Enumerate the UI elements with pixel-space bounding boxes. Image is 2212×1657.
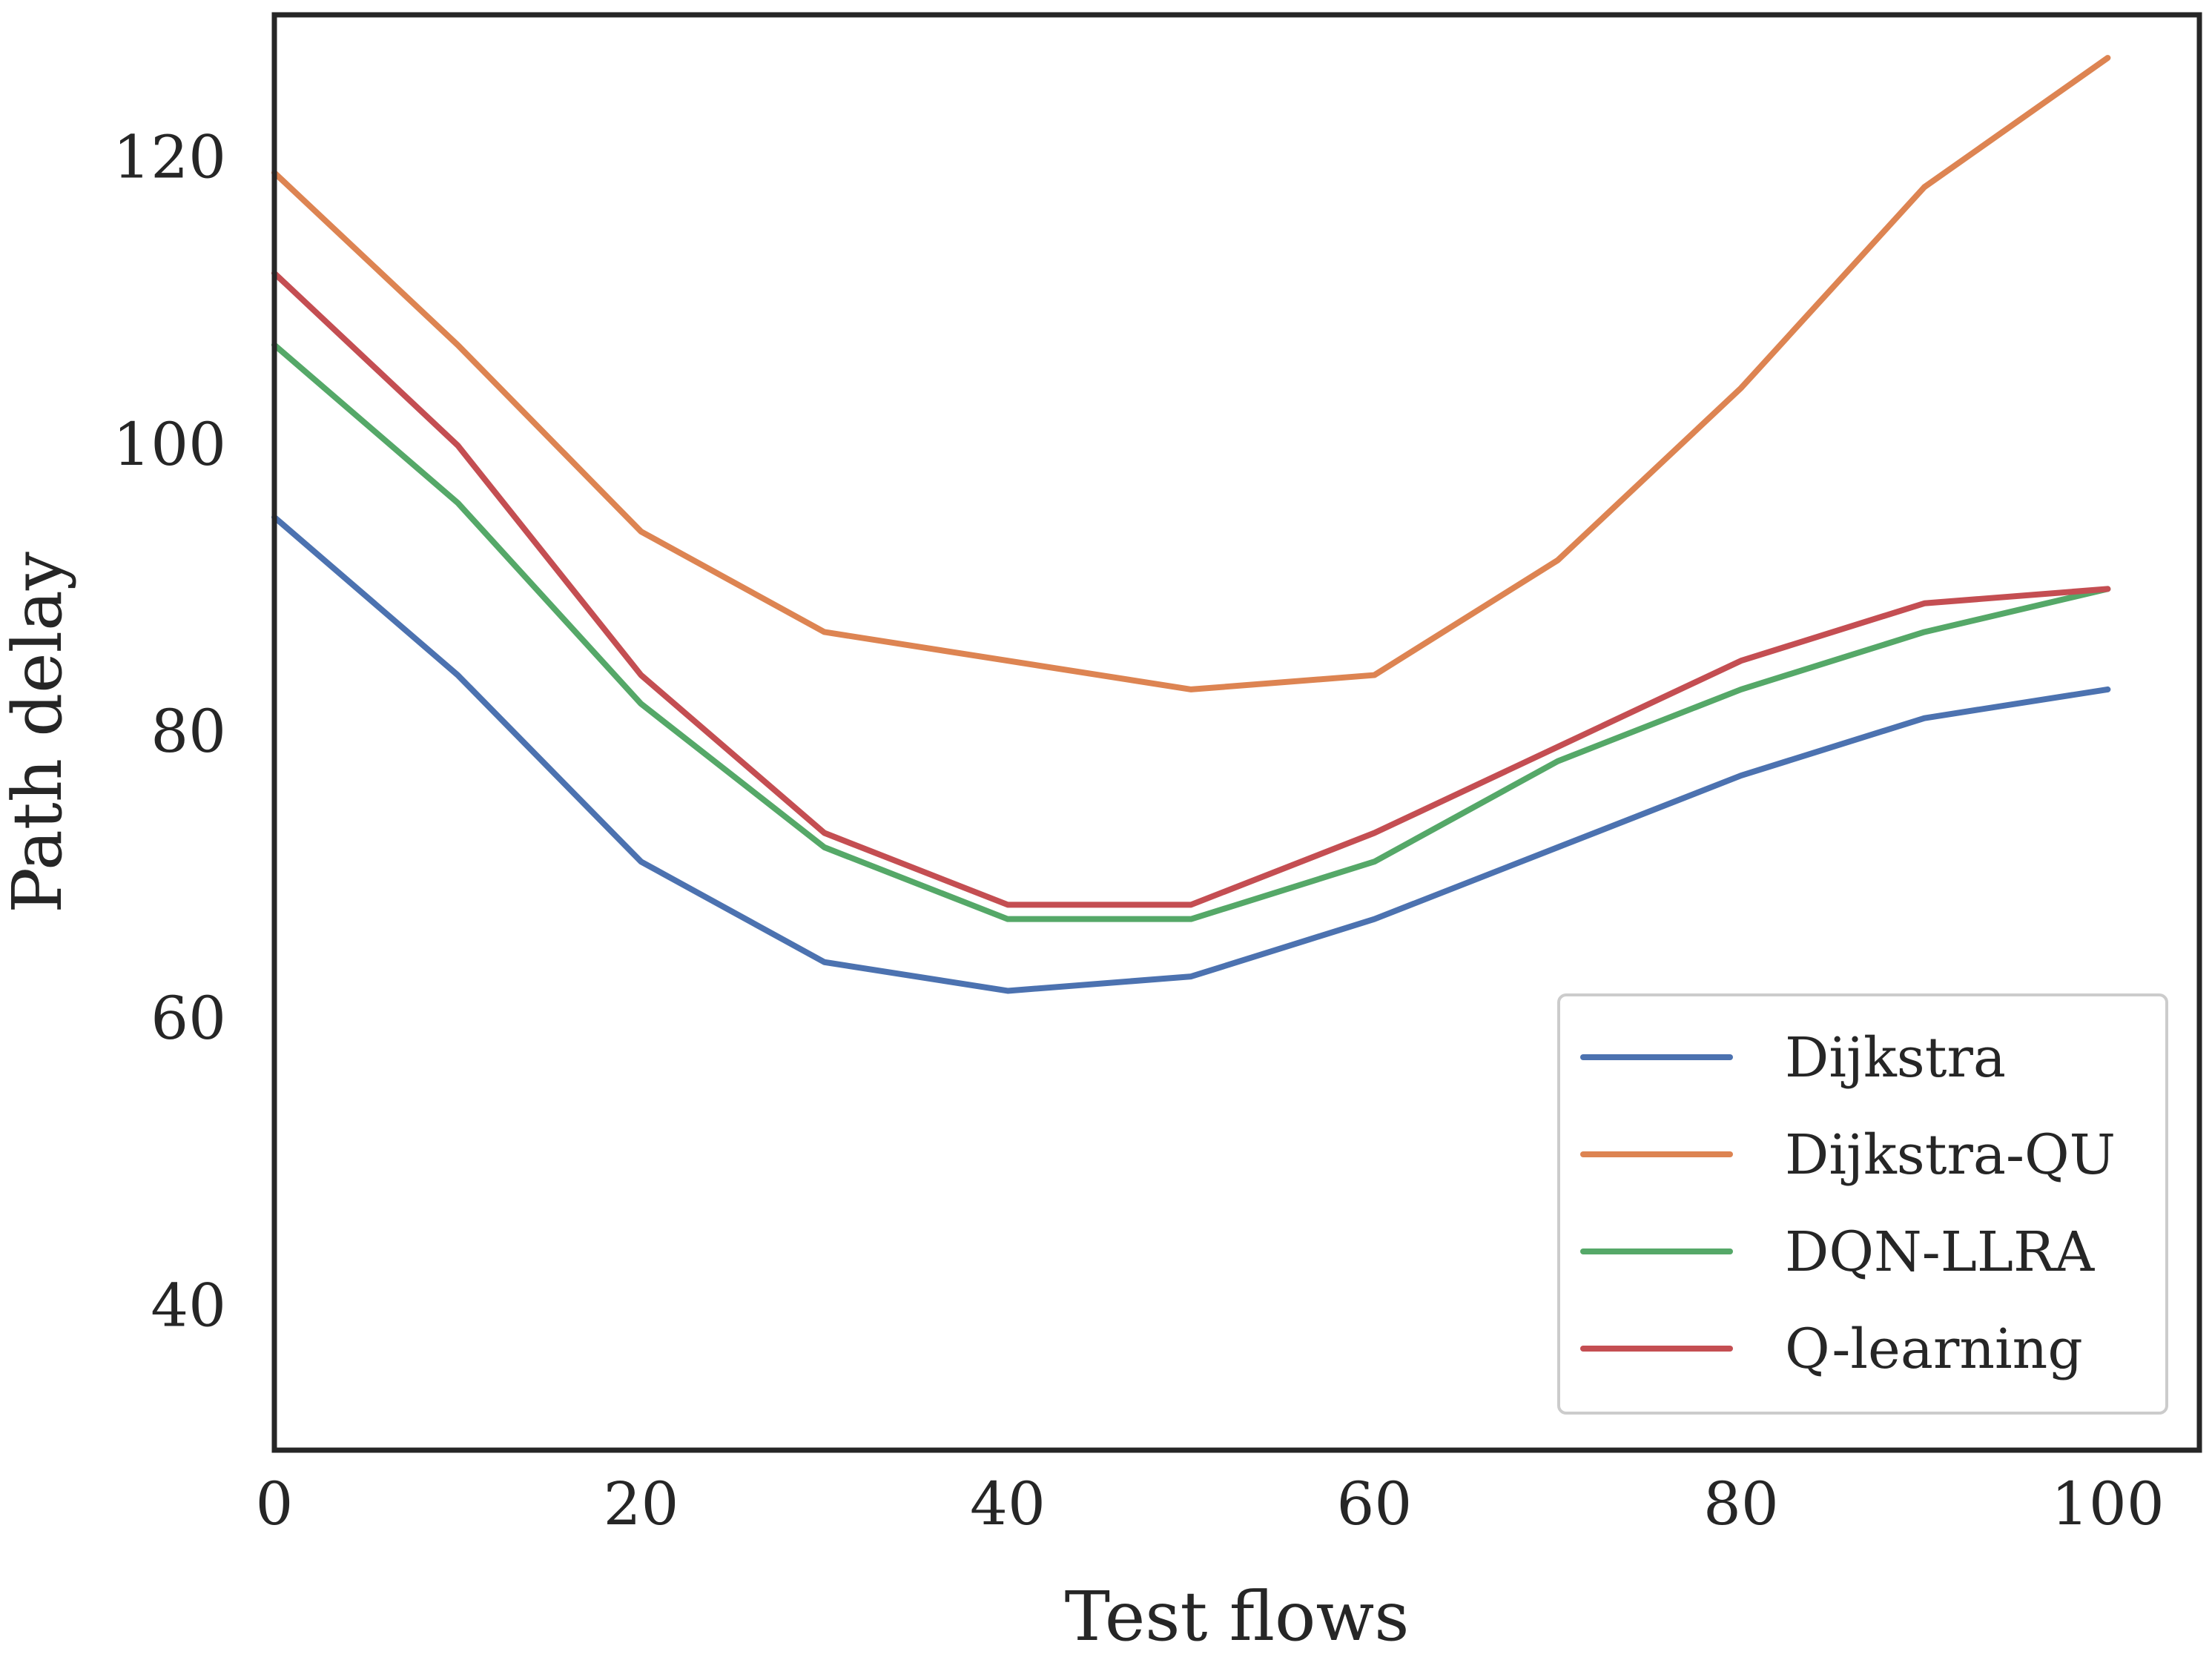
y-tick-label: 40: [151, 1271, 226, 1340]
series-layer: [271, 55, 2111, 994]
legend-label-dijkstra-qu: Dijkstra-QU: [1785, 1123, 2116, 1187]
x-tick-label: 20: [604, 1469, 679, 1538]
x-tick-label: 40: [970, 1469, 1046, 1538]
legend-label-dqn-llra: DQN-LLRA: [1785, 1220, 2096, 1284]
plot-frame: [271, 12, 2202, 1453]
series-line-dqn-llra: [271, 342, 2111, 922]
series-line-dijkstra-qu: [271, 55, 2111, 692]
legend-label-q-learning: Q-learning: [1785, 1317, 2083, 1381]
x-tick-label: 0: [256, 1469, 294, 1538]
x-axis: 0 20 40 60 80 100: [256, 1469, 2165, 1538]
y-tick-label: 60: [151, 984, 226, 1053]
legend: Dijkstra Dijkstra-QU DQN-LLRA Q-learning: [1557, 993, 2168, 1415]
y-tick-label: 120: [113, 123, 226, 192]
y-axis: 40 60 80 100 120: [113, 123, 226, 1340]
y-tick-label: 80: [151, 697, 226, 766]
legend-label-dijkstra: Dijkstra: [1785, 1026, 2006, 1090]
y-axis-label: Path delay: [0, 552, 77, 913]
y-tick-label: 100: [113, 410, 226, 479]
legend-box: [1557, 993, 2168, 1415]
series-line-dijkstra: [271, 514, 2111, 994]
series-line-q-learning: [271, 270, 2111, 908]
x-axis-label: Test flows: [1065, 1577, 1410, 1653]
x-tick-label: 80: [1703, 1469, 1779, 1538]
x-tick-label: 100: [2051, 1469, 2165, 1538]
x-tick-label: 60: [1337, 1469, 1413, 1538]
